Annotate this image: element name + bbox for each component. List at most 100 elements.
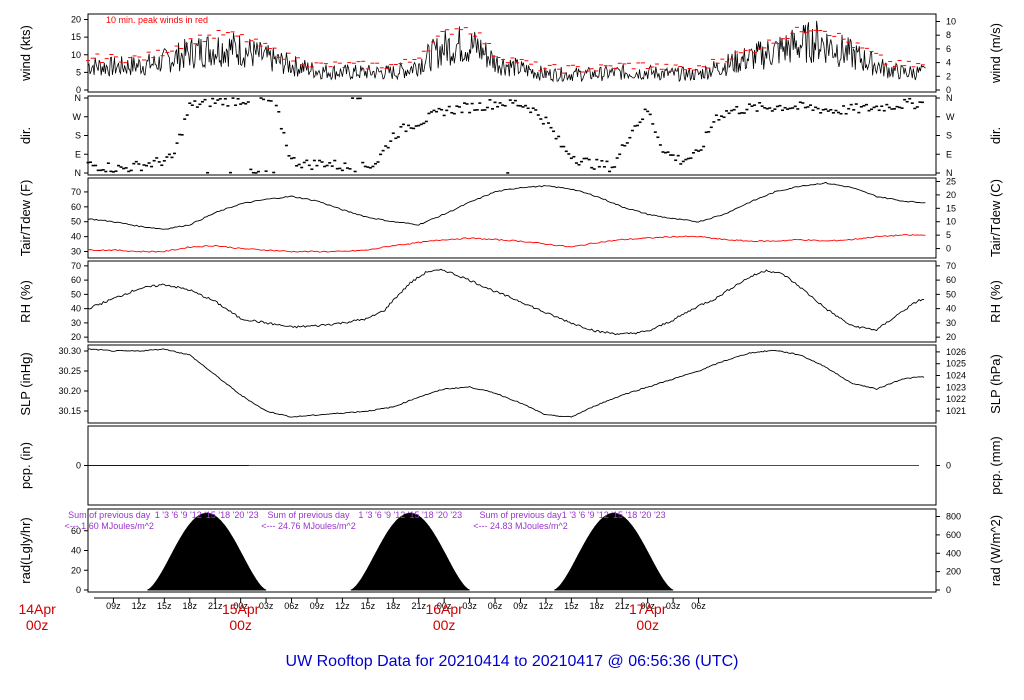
y-tick-label-right: 800 bbox=[946, 512, 961, 522]
humidity-line bbox=[87, 268, 925, 336]
y-tick-label-right: 0 bbox=[946, 461, 951, 471]
x-tick-label: 00z bbox=[437, 601, 452, 611]
prev-day-sum-label: Sum of previous day bbox=[68, 510, 151, 520]
x-tick-label: 00z bbox=[233, 601, 248, 611]
y-tick-label-left: W bbox=[73, 112, 82, 122]
y-tick-label-left: 60 bbox=[71, 202, 81, 212]
y-axis-label-right: pcp. (mm) bbox=[988, 436, 1003, 495]
y-tick-label-right: E bbox=[946, 149, 952, 159]
prev-day-sum-label: Sum of previous day bbox=[267, 510, 350, 520]
y-tick-label-left: 30.25 bbox=[58, 366, 81, 376]
y-tick-label-right: 20 bbox=[946, 332, 956, 342]
day-label-date: 17Apr bbox=[629, 601, 667, 617]
y-tick-label-left: 60 bbox=[71, 526, 81, 536]
y-tick-label-right: 50 bbox=[946, 289, 956, 299]
x-tick-label: 03z bbox=[462, 601, 477, 611]
radiation-day-area bbox=[147, 512, 267, 591]
y-tick-label-left: 30.20 bbox=[58, 386, 81, 396]
y-tick-label-right: 8 bbox=[946, 30, 951, 40]
y-tick-label-right: 400 bbox=[946, 548, 961, 558]
y-axis-label-left: dir. bbox=[18, 127, 33, 144]
y-tick-label-right: 4 bbox=[946, 58, 951, 68]
air-temperature-line bbox=[87, 181, 926, 230]
y-axis-label-left: wind (kts) bbox=[18, 25, 33, 82]
y-axis-label-right: Tair/Tdew (C) bbox=[988, 179, 1003, 257]
y-tick-label-right: 1026 bbox=[946, 347, 966, 357]
y-axis-label-left: pcp. (in) bbox=[18, 442, 33, 489]
day-label-time: 00z bbox=[229, 617, 252, 633]
y-tick-label-left: 30.15 bbox=[58, 406, 81, 416]
y-tick-label-left: 30.30 bbox=[58, 346, 81, 356]
y-axis-label-right: RH (%) bbox=[988, 280, 1003, 323]
y-tick-label-left: 20 bbox=[71, 565, 81, 575]
day-label-time: 00z bbox=[636, 617, 659, 633]
y-tick-label-right: 40 bbox=[946, 304, 956, 314]
day-label-date: 14Apr bbox=[18, 601, 56, 617]
y-tick-label-right: 0 bbox=[946, 585, 951, 595]
x-tick-label: 12z bbox=[539, 601, 554, 611]
y-tick-label-right: 5 bbox=[946, 230, 951, 240]
x-tick-label: 09z bbox=[513, 601, 528, 611]
y-tick-label-right: 0 bbox=[946, 244, 951, 254]
prev-day-sum-label: Sum of previous day bbox=[479, 510, 562, 520]
x-tick-label: 00z bbox=[640, 601, 655, 611]
y-tick-label-right: 1022 bbox=[946, 394, 966, 404]
y-tick-label-right: N bbox=[946, 168, 953, 178]
y-tick-label-left: 30 bbox=[71, 247, 81, 257]
y-axis-label-right: wind (m/s) bbox=[988, 23, 1003, 84]
y-tick-label-left: 30 bbox=[71, 318, 81, 328]
wind-speed-line bbox=[87, 20, 926, 83]
prev-day-sum-value: <--- 24.76 MJoules/m^2 bbox=[261, 521, 356, 531]
y-tick-label-left: 0 bbox=[76, 585, 81, 595]
y-tick-label-right: 15 bbox=[946, 203, 956, 213]
x-tick-label: 06z bbox=[488, 601, 503, 611]
x-tick-label: 09z bbox=[106, 601, 121, 611]
y-tick-label-left: 60 bbox=[71, 275, 81, 285]
panel-frame bbox=[87, 344, 937, 424]
y-tick-label-left: 40 bbox=[71, 232, 81, 242]
x-tick-label: 21z bbox=[615, 601, 630, 611]
x-tick-label: 15z bbox=[361, 601, 376, 611]
x-tick-label: 21z bbox=[208, 601, 223, 611]
y-tick-label-left: 70 bbox=[71, 187, 81, 197]
y-tick-label-right: 20 bbox=[946, 190, 956, 200]
y-tick-label-left: 50 bbox=[71, 217, 81, 227]
y-tick-label-right: 10 bbox=[946, 217, 956, 227]
x-tick-label: 18z bbox=[590, 601, 605, 611]
panel-relative-humidity: RH (%) RH (%) 20 30 40 50 60 70 20 30 40 50 60 70 bbox=[18, 260, 1003, 343]
prev-day-sum-value: <--- 24.83 MJoules/m^2 bbox=[473, 521, 568, 531]
radiation-day-area bbox=[554, 512, 674, 591]
x-tick-label: 06z bbox=[691, 601, 706, 611]
y-axis-label-left: SLP (inHg) bbox=[18, 352, 33, 415]
time-axis: 09z 12z 15z 18z 21z 00z 03z 06z 09z 12z 15z 18z 21z 0… bbox=[18, 597, 932, 633]
y-tick-label-left: N bbox=[75, 168, 82, 178]
day-label-time: 00z bbox=[433, 617, 456, 633]
prev-day-sum-value: <--- 1.60 MJoules/m^2 bbox=[64, 521, 154, 531]
radiation-hour-marks: 1 '3 '6 '9 '12 '15 '18 '20 '23 bbox=[358, 510, 462, 520]
peak-wind-annotation: 10 min. peak winds in red bbox=[106, 15, 208, 25]
x-tick-label: 09z bbox=[310, 601, 325, 611]
dewpoint-line bbox=[87, 234, 926, 253]
y-tick-label-right: 25 bbox=[946, 176, 956, 186]
day-label-date: 15Apr bbox=[222, 601, 260, 617]
day-label-time: 00z bbox=[26, 617, 49, 633]
panel-frame bbox=[87, 13, 937, 93]
y-tick-label-right: W bbox=[946, 112, 955, 122]
x-tick-label: 03z bbox=[666, 601, 681, 611]
y-tick-label-right: 1024 bbox=[946, 371, 966, 381]
x-tick-label: 18z bbox=[183, 601, 198, 611]
x-tick-label: 03z bbox=[259, 601, 274, 611]
x-tick-label: 21z bbox=[411, 601, 426, 611]
y-tick-label-left: 0 bbox=[76, 461, 81, 471]
y-axis-label-right: SLP (hPa) bbox=[988, 354, 1003, 414]
radiation-hour-marks: 1 '3 '6 '9 '12 '15 '18 '20 '23 bbox=[155, 510, 259, 520]
radiation-day-area bbox=[350, 512, 470, 591]
y-tick-label-right: 1025 bbox=[946, 359, 966, 369]
y-axis-label-right: dir. bbox=[988, 127, 1003, 144]
panel-frame bbox=[87, 95, 937, 176]
y-tick-label-left: 20 bbox=[71, 332, 81, 342]
y-tick-label-right: 70 bbox=[946, 261, 956, 271]
y-tick-label-left: 0 bbox=[76, 85, 81, 95]
panel-solar-radiation: rad(Lgly/hr) rad (W/m^2)02040600200400600… bbox=[18, 508, 1003, 595]
